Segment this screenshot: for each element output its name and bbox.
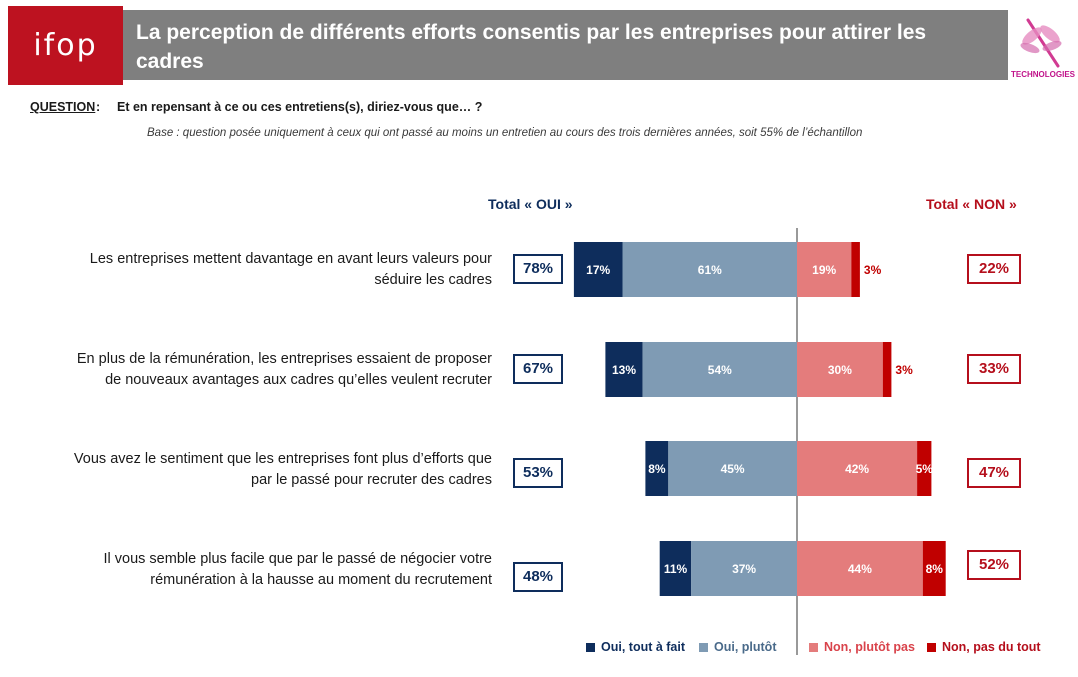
dragonfly-icon [1020,18,1062,68]
bar-segment [797,441,918,496]
row-label: Les entreprises mettent davantage en ava… [10,249,492,291]
total-non-box: 47% [967,458,1021,488]
data-label: 3% [864,263,882,277]
bar-segment [645,441,669,496]
legend-swatch [927,642,936,652]
legend-item-non-pas-du-tout: Non, pas du tout [927,640,1041,654]
question-text: Et en repensant à ce ou ces entretiens(s… [117,100,483,114]
legend-item-oui-plutot: Oui, plutôt [699,640,776,654]
ifop-logo-text: ifop [33,28,98,63]
question-label: QUESTION [30,100,96,114]
header-bar [8,10,1008,80]
data-label: 45% [721,462,745,476]
row-label-line: Les entreprises mettent davantage en ava… [89,251,492,267]
total-non-box: 52% [967,550,1021,580]
row-label-line: par le passé pour recruter des cadres [251,472,492,488]
row-label-line: En plus de la rémunération, les entrepri… [76,351,492,367]
legend-label: Non, pas du tout [942,640,1041,654]
data-label: 5% [916,462,934,476]
data-label: 13% [612,363,636,377]
total-non-box: 22% [967,254,1021,284]
total-oui-box: 48% [513,562,563,592]
legend-swatch [809,642,818,652]
legend-swatch [699,642,708,652]
bar-segment [668,441,797,496]
total-oui-box: 53% [513,458,563,488]
bar-segment [917,441,932,496]
bar-segment [605,342,643,397]
row-label: Vous avez le sentiment que les entrepris… [10,449,492,491]
total-oui-header: Total « OUI » [488,196,573,212]
bar-segment [922,541,946,596]
data-label: 17% [586,263,610,277]
legend-item-oui-tout-a-fait: Oui, tout à fait [586,640,685,654]
row-label-line: Vous avez le sentiment que les entrepris… [73,451,492,467]
row-label-line: séduire les cadres [374,272,492,288]
legend-item-non-plutot-pas: Non, plutôt pas [809,640,915,654]
data-label: 8% [926,562,944,576]
data-label: 30% [828,363,852,377]
data-label: 44% [848,562,872,576]
bar-segment [642,342,797,397]
total-oui-box: 78% [513,254,563,284]
row-label: En plus de la rémunération, les entrepri… [10,349,492,391]
bar-segment [797,541,923,596]
data-label: 42% [845,462,869,476]
legend-label: Oui, tout à fait [601,640,686,654]
partner-logo-text: TECHNOLOGIES [1010,70,1075,79]
legend-label: Non, plutôt pas [824,640,915,654]
data-label: 54% [708,363,732,377]
bar-segment [851,242,860,297]
legend-swatch [586,642,595,652]
legend-label: Oui, plutôt [714,640,777,654]
data-label: 19% [812,263,836,277]
bar-segment [691,541,797,596]
row-label: Il vous semble plus facile que par le pa… [10,549,493,591]
total-non-header: Total « NON » [926,196,1017,212]
question-colon: : [96,100,101,114]
bar-segment [622,242,797,297]
total-oui-box: 67% [513,354,563,384]
data-label: 11% [664,562,688,576]
total-non-box: 33% [967,354,1021,384]
data-label: 8% [648,462,666,476]
bar-segment [797,342,883,397]
bar-segment [882,342,892,397]
page-title: La perception de différents efforts cons… [136,21,927,73]
data-label: 37% [732,562,756,576]
row-label-line: de nouveaux avantages aux cadres qu’elle… [105,372,492,388]
data-label: 3% [895,363,913,377]
row-label-line: Il vous semble plus facile que par le pa… [103,551,493,567]
bar-segment [573,242,623,297]
bar-segment [659,541,692,596]
bar-segment [797,242,852,297]
base-note: Base : question posée uniquement à ceux … [147,127,863,139]
data-label: 61% [698,263,722,277]
ifop-logo: ifop [8,6,123,85]
row-label-line: rémunération à la hausse au moment du re… [150,572,492,588]
